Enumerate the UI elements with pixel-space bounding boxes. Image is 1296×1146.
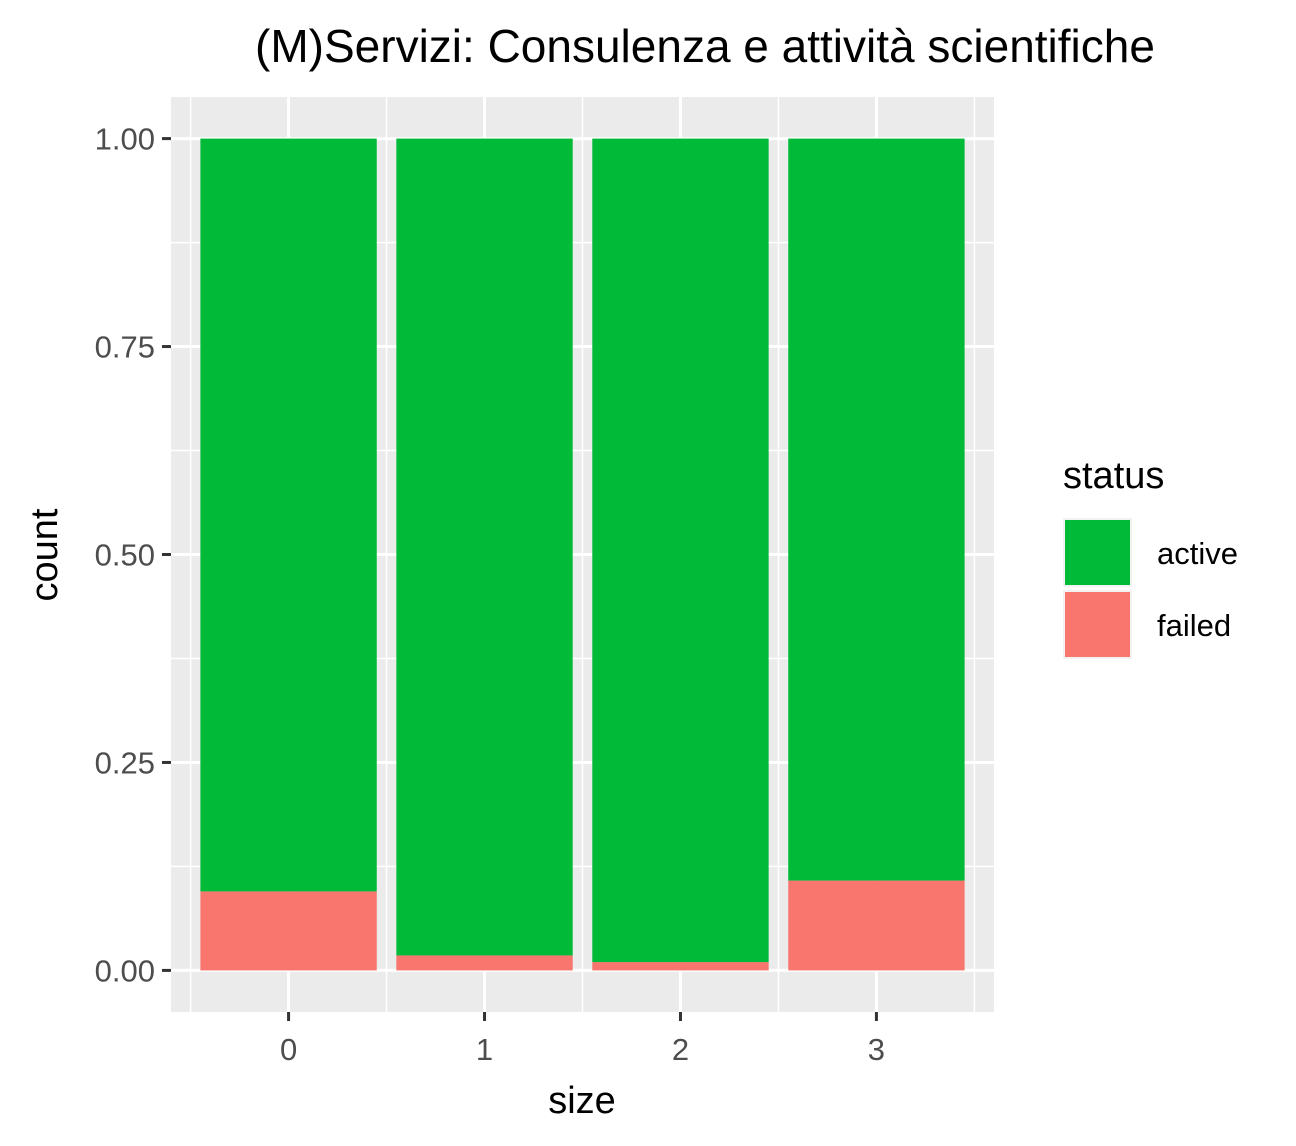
legend-key-active <box>1065 520 1130 585</box>
bar-active <box>592 138 769 963</box>
bar-active <box>396 138 573 956</box>
chart-title: (M)Servizi: Consulenza e attività scient… <box>255 20 1155 72</box>
y-tick-label: 0.25 <box>95 745 155 780</box>
y-tick-label: 0.00 <box>95 953 155 988</box>
x-tick-label: 1 <box>476 1032 493 1067</box>
y-tick-label: 1.00 <box>95 122 155 157</box>
legend-label: active <box>1157 536 1238 571</box>
bar-active <box>788 138 965 881</box>
x-tick-label: 0 <box>280 1032 297 1067</box>
y-tick-label: 0.50 <box>95 538 155 573</box>
x-tick-label: 3 <box>868 1032 885 1067</box>
legend-title: status <box>1063 455 1164 497</box>
x-axis-title: size <box>548 1080 616 1122</box>
y-axis: 0.00 0.25 0.50 0.75 1.00 <box>95 122 171 988</box>
x-tick-label: 2 <box>672 1032 689 1067</box>
bar-failed <box>592 962 769 971</box>
bars <box>200 138 965 971</box>
y-axis-title: count <box>24 508 66 601</box>
legend-label: failed <box>1157 608 1231 643</box>
x-axis: 0 1 2 3 <box>280 1012 885 1067</box>
bar-active <box>200 138 377 892</box>
bar-failed <box>200 891 377 971</box>
legend: status active failed <box>1063 455 1238 659</box>
bar-failed <box>396 955 573 971</box>
y-tick-label: 0.75 <box>95 330 155 365</box>
bar-failed <box>788 880 965 971</box>
legend-key-failed <box>1065 592 1130 657</box>
